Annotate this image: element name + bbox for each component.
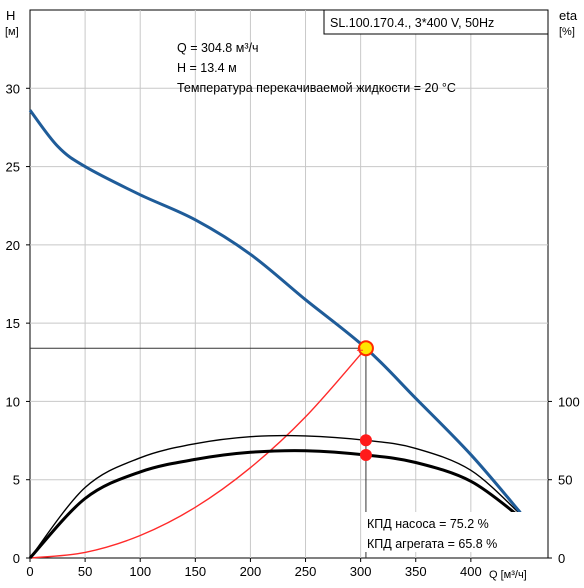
- y-right-unit: [%]: [559, 26, 575, 38]
- x-tick-label: 50: [78, 564, 92, 579]
- y-left-tick-label: 0: [13, 551, 20, 566]
- eff-label-bg: [362, 512, 540, 552]
- axis-ticks: 0 50 100 150 200 250 300 350 4000510152025300501…: [6, 81, 580, 579]
- annotation-temperature: Температура перекачиваемой жидкости = 20…: [177, 81, 456, 95]
- title-box: [323, 9, 549, 35]
- x-tick-label: 150: [184, 564, 206, 579]
- x-axis-label: Q [м³/ч]: [489, 569, 527, 581]
- y-left-tick-label: 10: [6, 394, 20, 409]
- system-curve: [29, 347, 367, 559]
- plot-frame: [29, 9, 549, 559]
- eta-unit-marker: [359, 448, 372, 461]
- y-right-label: eta: [559, 8, 578, 23]
- x-tick-label: 200: [240, 564, 262, 579]
- annotation-flow: Q = 304.8 м³/ч: [177, 41, 258, 55]
- curves: [28, 109, 522, 560]
- x-tick-label: 0: [26, 564, 33, 579]
- x-tick-label: 250: [295, 564, 317, 579]
- head-curve: [28, 109, 522, 514]
- x-tick-label: 100: [129, 564, 151, 579]
- duty-point-marker: [357, 340, 374, 357]
- system-end-mark: [356, 347, 363, 354]
- y-right-tick-label: 50: [558, 473, 572, 488]
- eff-unit-label: КПД агрегата = 65.8 %: [367, 537, 497, 551]
- x-tick-label: 400: [460, 564, 482, 579]
- x-tick-label: 300: [350, 564, 372, 579]
- y-right-tick-label: 100: [558, 394, 580, 409]
- x-tick-label: 350: [405, 564, 427, 579]
- y-left-tick-label: 15: [6, 316, 20, 331]
- eta-pump-curve: [29, 434, 521, 559]
- chart-title: SL.100.170.4., 3*400 V, 50Hz: [330, 16, 494, 30]
- eff-pump-label: КПД насоса = 75.2 %: [367, 517, 489, 531]
- annotation-head: H = 13.4 м: [177, 61, 237, 75]
- eta-pump-marker: [359, 434, 372, 447]
- eta-unit-curve: [28, 449, 522, 560]
- y-left-unit: [м]: [5, 26, 19, 38]
- y-left-tick-label: 25: [6, 160, 20, 175]
- grid: [30, 10, 548, 558]
- y-left-label: H: [6, 8, 15, 23]
- y-left-tick-label: 30: [6, 81, 20, 96]
- y-right-tick-label: 0: [558, 551, 565, 566]
- y-left-tick-label: 20: [6, 238, 20, 253]
- y-left-tick-label: 5: [13, 473, 20, 488]
